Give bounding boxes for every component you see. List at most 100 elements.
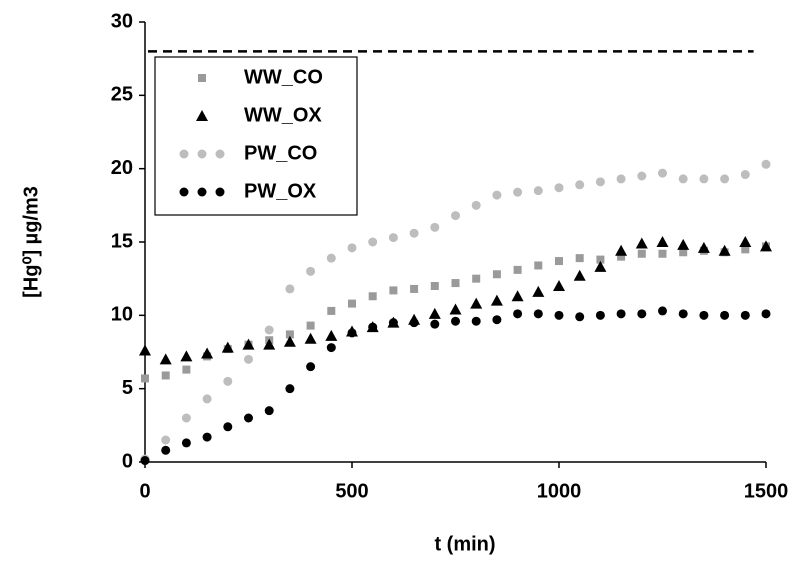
data-point — [513, 265, 522, 274]
data-point — [202, 394, 212, 404]
y-tick-label: 0 — [122, 450, 133, 472]
data-point — [141, 374, 149, 383]
data-point — [677, 238, 690, 250]
data-point — [140, 456, 150, 466]
legend-marker — [197, 187, 207, 197]
data-point — [595, 310, 605, 320]
legend-box — [154, 56, 358, 216]
data-point — [325, 329, 338, 341]
data-point — [470, 297, 483, 309]
data-point — [740, 310, 750, 320]
data-point — [555, 257, 563, 266]
data-point — [161, 435, 171, 445]
data-point — [327, 306, 336, 315]
data-point — [409, 228, 419, 238]
data-point — [740, 170, 750, 180]
data-point — [471, 200, 481, 210]
y-tick-label: 15 — [111, 230, 133, 252]
data-point — [617, 252, 626, 261]
data-point — [139, 344, 151, 356]
data-point — [430, 282, 439, 290]
y-tick-label: 10 — [111, 304, 133, 326]
legend-marker — [198, 74, 206, 82]
data-point — [451, 211, 460, 221]
data-point — [263, 338, 276, 350]
data-point — [285, 384, 295, 394]
data-point — [180, 350, 193, 362]
data-point — [264, 406, 274, 416]
data-point — [347, 328, 357, 338]
data-point — [161, 445, 171, 455]
data-point — [409, 318, 419, 328]
data-point — [264, 325, 274, 335]
data-point — [306, 362, 316, 372]
y-tick-label: 5 — [122, 377, 133, 399]
data-point — [389, 286, 398, 295]
data-point — [658, 168, 667, 178]
data-point — [388, 318, 398, 328]
data-point — [761, 159, 771, 169]
data-point — [304, 332, 317, 344]
data-point — [554, 310, 564, 320]
data-point — [368, 237, 378, 247]
data-point — [553, 280, 565, 291]
data-point — [159, 353, 172, 365]
data-point — [760, 240, 772, 252]
data-point — [181, 438, 191, 448]
legend-marker — [215, 187, 225, 197]
data-point — [244, 413, 253, 423]
data-point — [739, 236, 752, 247]
data-point — [573, 269, 586, 281]
x-tick-label: 500 — [335, 480, 368, 502]
data-point — [533, 309, 543, 319]
data-point — [741, 245, 750, 254]
legend-marker — [179, 187, 189, 197]
data-point — [348, 299, 356, 308]
legend-marker — [179, 149, 189, 159]
legend-marker — [196, 110, 208, 121]
data-point — [451, 316, 460, 326]
data-point — [513, 187, 523, 197]
data-point — [718, 244, 731, 256]
x-axis-label: t (min) — [434, 533, 495, 555]
data-point — [615, 244, 628, 256]
y-tick-label: 20 — [111, 157, 133, 179]
data-point — [201, 347, 214, 359]
legend-label: WW_CO — [244, 66, 323, 88]
data-point — [182, 365, 191, 374]
data-point — [511, 290, 524, 302]
data-point — [347, 243, 357, 253]
data-point — [472, 274, 481, 283]
data-point — [492, 315, 502, 325]
data-point — [532, 285, 545, 297]
data-point — [678, 174, 688, 184]
data-point — [637, 249, 646, 258]
data-point — [410, 284, 419, 293]
x-tick-label: 1000 — [537, 480, 582, 502]
x-tick-label: 1500 — [744, 480, 789, 502]
legend-marker — [215, 149, 225, 159]
legend-label: PW_CO — [244, 142, 317, 164]
data-point — [202, 432, 212, 442]
data-point — [697, 241, 710, 253]
data-point — [490, 294, 503, 306]
data-point — [554, 183, 564, 193]
data-point — [449, 303, 462, 315]
data-point — [428, 307, 441, 319]
data-point — [635, 237, 648, 249]
legend-label: PW_OX — [244, 180, 317, 202]
data-point — [492, 190, 502, 200]
data-point — [244, 354, 253, 364]
data-point — [430, 222, 440, 232]
data-point — [656, 236, 669, 247]
y-axis-label: [Hg⁰] µg/m3 — [20, 186, 42, 298]
data-point — [326, 343, 336, 353]
data-point — [285, 330, 294, 339]
data-point — [533, 186, 543, 196]
y-tick-label: 25 — [111, 84, 133, 106]
legend-label: WW_OX — [244, 104, 322, 126]
data-point — [326, 253, 336, 263]
data-point — [699, 310, 709, 320]
data-point — [616, 309, 626, 319]
